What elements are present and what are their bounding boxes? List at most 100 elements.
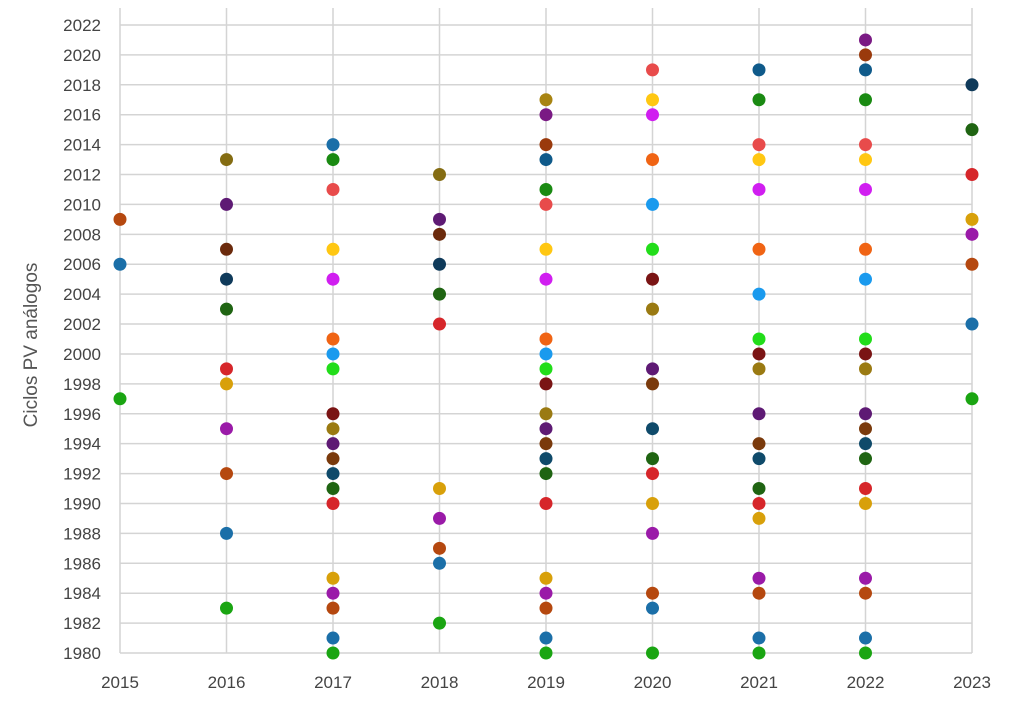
y-axis-tick-labels: 1980 1982 1984 1986 1988 1990 1992 1994 1996 1998… [63, 16, 101, 663]
y-tick-label: 2012 [63, 166, 101, 185]
data-point [539, 242, 553, 256]
data-point [965, 257, 979, 271]
data-point [220, 197, 233, 211]
x-tick-label: 2018 [421, 673, 459, 692]
data-point [539, 437, 553, 451]
y-tick-label: 2000 [63, 345, 101, 364]
data-point [220, 153, 233, 167]
data-point [752, 571, 766, 585]
data-point [859, 138, 872, 152]
data-point [965, 212, 979, 226]
y-tick-label: 1990 [63, 494, 101, 513]
data-point [539, 332, 553, 346]
data-point [859, 242, 872, 256]
y-tick-label: 1982 [63, 614, 101, 633]
y-tick-label: 1992 [63, 465, 101, 484]
data-point [859, 437, 872, 451]
data-point [326, 272, 340, 286]
data-point [646, 302, 659, 316]
x-tick-label: 2016 [208, 673, 246, 692]
data-point [326, 332, 340, 346]
data-point [433, 541, 446, 555]
data-point [646, 586, 659, 600]
data-point [859, 496, 872, 510]
data-point [326, 496, 340, 510]
data-point [646, 467, 659, 481]
y-tick-label: 2022 [63, 16, 101, 35]
data-point [220, 302, 233, 316]
data-point [539, 571, 553, 585]
data-point [539, 586, 553, 600]
data-point [859, 63, 872, 77]
data-point [326, 646, 340, 660]
data-point [220, 467, 233, 481]
data-point [646, 452, 659, 466]
data-point [859, 272, 872, 286]
data-point [539, 377, 553, 391]
data-point [539, 646, 553, 660]
data-point [326, 571, 340, 585]
x-tick-label: 2022 [847, 673, 885, 692]
data-point [220, 526, 233, 540]
data-point [752, 437, 766, 451]
data-point [326, 586, 340, 600]
data-point [859, 153, 872, 167]
data-point [326, 362, 340, 376]
y-tick-label: 1994 [63, 435, 101, 454]
data-point [433, 287, 446, 301]
data-point [220, 422, 233, 436]
data-point [433, 511, 446, 525]
data-point [326, 601, 340, 615]
data-point [752, 332, 766, 346]
data-point [113, 392, 127, 406]
data-point [433, 317, 446, 331]
data-point [859, 407, 872, 421]
data-point [859, 586, 872, 600]
data-point [752, 511, 766, 525]
x-tick-label: 2015 [101, 673, 139, 692]
data-point [646, 526, 659, 540]
y-tick-label: 2018 [63, 76, 101, 95]
data-point [965, 227, 979, 241]
data-point [539, 631, 553, 645]
data-point [539, 467, 553, 481]
x-tick-label: 2023 [953, 673, 991, 692]
y-tick-label: 1980 [63, 644, 101, 663]
data-point [113, 257, 127, 271]
data-point [646, 153, 659, 167]
data-point [646, 496, 659, 510]
data-point [859, 332, 872, 346]
data-point [539, 197, 553, 211]
data-point [752, 646, 766, 660]
data-point [646, 362, 659, 376]
data-point [433, 212, 446, 226]
data-point [433, 616, 446, 630]
data-point [965, 392, 979, 406]
y-tick-label: 1984 [63, 584, 101, 603]
data-point [326, 437, 340, 451]
data-point [220, 601, 233, 615]
data-point [220, 272, 233, 286]
data-point [752, 496, 766, 510]
data-point [539, 272, 553, 286]
data-point [859, 48, 872, 62]
data-point [539, 182, 553, 196]
data-point [646, 108, 659, 122]
data-point [646, 63, 659, 77]
data-point [859, 93, 872, 107]
data-point [433, 482, 446, 496]
data-point [859, 482, 872, 496]
data-point [752, 586, 766, 600]
data-point [113, 212, 127, 226]
data-point [326, 138, 340, 152]
data-point [539, 93, 553, 107]
y-tick-label: 2010 [63, 195, 101, 214]
x-tick-label: 2021 [740, 673, 778, 692]
data-point [539, 452, 553, 466]
data-point [539, 153, 553, 167]
y-tick-label: 1986 [63, 554, 101, 573]
data-point [859, 571, 872, 585]
data-point [326, 347, 340, 361]
data-point [752, 631, 766, 645]
